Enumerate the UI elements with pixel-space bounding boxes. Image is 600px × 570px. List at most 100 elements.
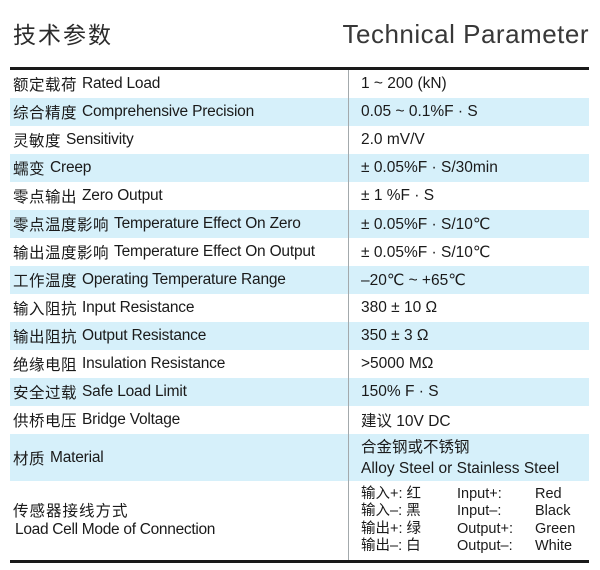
- spec-label-zh: 工作温度: [13, 273, 78, 290]
- spec-label-en: Material: [50, 448, 104, 466]
- spec-label: 综合精度 Comprehensive Precision: [10, 98, 348, 126]
- wire-en-color: Black: [535, 503, 571, 519]
- spec-label: 输出阻抗 Output Resistance: [10, 322, 348, 350]
- wire-color-table: 输入+: 红 Input+: Red 输入–: 黑 Input–: Black …: [361, 486, 575, 556]
- spec-value: 350 ± 3 Ω: [348, 322, 589, 350]
- spec-label: 输出温度影响 Temperature Effect On Output: [10, 238, 348, 266]
- spec-row-operating-temp-range: 工作温度 Operating Temperature Range –20℃ ~ +…: [10, 266, 589, 294]
- spec-value: ± 0.05%F · S/10℃: [348, 210, 589, 238]
- spec-label-zh: 输出温度影响: [13, 245, 110, 262]
- spec-label: 额定载荷 Rated Load: [10, 70, 348, 98]
- wire-en-label: Output–:: [457, 538, 513, 554]
- spec-row-sensitivity: 灵敏度 Sensitivity 2.0 mV/V: [10, 126, 589, 154]
- spec-row-temp-effect-zero: 零点温度影响 Temperature Effect On Zero ± 0.05%…: [10, 210, 589, 238]
- spec-label: 灵敏度 Sensitivity: [10, 126, 348, 154]
- wire-zh: 输出+: 绿: [361, 520, 422, 537]
- spec-value-text: 380 ± 10 Ω: [361, 299, 438, 316]
- wire-zh: 输出–: 白: [361, 538, 421, 554]
- spec-label: 输入阻抗 Input Resistance: [10, 294, 348, 322]
- spec-value: 0.05 ~ 0.1%F · S: [348, 98, 589, 126]
- spec-label-zh: 安全过载: [13, 385, 78, 402]
- spec-row-creep: 蠕变 Creep ± 0.05%F · S/30min: [10, 154, 589, 182]
- spec-label-en: Output Resistance: [82, 327, 207, 344]
- spec-row-comprehensive-precision: 综合精度 Comprehensive Precision 0.05 ~ 0.1%F…: [10, 98, 589, 126]
- spec-row-connection: 传感器接线方式 Load Cell Mode of Connection 输入+…: [10, 481, 589, 560]
- spec-label-en: Temperature Effect On Zero: [114, 215, 301, 232]
- spec-table: 额定载荷 Rated Load 1 ~ 200 (kN) 综合精度 Comprehe…: [10, 67, 589, 563]
- spec-row-safe-load-limit: 安全过载 Safe Load Limit 150% F · S: [10, 378, 589, 406]
- spec-row-material: 材质 Material 合金钢或不锈钢 Alloy Steel or Stainl…: [10, 434, 589, 481]
- spec-row-insulation-resistance: 绝缘电阻 Insulation Resistance >5000 MΩ: [10, 350, 589, 378]
- spec-value: 1 ~ 200 (kN): [348, 70, 589, 98]
- spec-label-zh: 零点输出: [13, 189, 78, 206]
- spec-label-en: Creep: [50, 159, 92, 176]
- spec-label-en: Sensitivity: [66, 131, 134, 148]
- spec-value-text: ± 1 %F · S: [361, 187, 435, 204]
- spec-value: 合金钢或不锈钢 Alloy Steel or Stainless Steel: [348, 434, 589, 481]
- spec-row-bridge-voltage: 供桥电压 Bridge Voltage 建议 10V DC: [10, 406, 589, 434]
- spec-value: ± 0.05%F · S/30min: [348, 154, 589, 182]
- spec-label-zh: 灵敏度: [13, 133, 62, 150]
- spec-value: ± 0.05%F · S/10℃: [348, 238, 589, 266]
- spec-value-text: >5000 MΩ: [361, 355, 434, 372]
- spec-label-en: Safe Load Limit: [82, 383, 187, 400]
- spec-label-en: Bridge Voltage: [82, 411, 181, 428]
- material-value-zh: 合金钢或不锈钢: [361, 438, 470, 456]
- spec-label: 零点温度影响 Temperature Effect On Zero: [10, 210, 348, 238]
- spec-label-zh: 蠕变: [13, 161, 46, 178]
- spec-value-text: 1 ~ 200 (kN): [361, 75, 447, 92]
- spec-row-temp-effect-output: 输出温度影响 Temperature Effect On Output ± 0.0…: [10, 238, 589, 266]
- spec-value-text: –20℃ ~ +65℃: [361, 271, 466, 289]
- spec-row-zero-output: 零点输出 Zero Output ± 1 %F · S: [10, 182, 589, 210]
- spec-row-output-resistance: 输出阻抗 Output Resistance 350 ± 3 Ω: [10, 322, 589, 350]
- spec-label-zh: 输入阻抗: [13, 301, 78, 318]
- connection-label-zh: 传感器接线方式: [13, 502, 129, 520]
- spec-label-zh: 输出阻抗: [13, 329, 78, 346]
- wire-en-label: Input–:: [457, 503, 502, 519]
- spec-label: 供桥电压 Bridge Voltage: [10, 406, 348, 434]
- spec-label: 安全过载 Safe Load Limit: [10, 378, 348, 406]
- wire-zh: 输入+: 红: [361, 485, 422, 502]
- wire-en-color: White: [535, 538, 573, 554]
- spec-value-text: 350 ± 3 Ω: [361, 327, 429, 344]
- spec-label: 传感器接线方式 Load Cell Mode of Connection: [10, 481, 348, 560]
- wire-en-color: Green: [535, 520, 576, 537]
- spec-label: 材质 Material: [10, 434, 348, 481]
- spec-label-en: Input Resistance: [82, 299, 195, 316]
- wire-en-label: Input+:: [457, 485, 502, 502]
- spec-label-zh: 额定载荷: [13, 77, 78, 94]
- spec-label: 蠕变 Creep: [10, 154, 348, 182]
- page-title-en: Technical Parameter: [342, 19, 589, 49]
- spec-row-input-resistance: 输入阻抗 Input Resistance 380 ± 10 Ω: [10, 294, 589, 322]
- spec-label-en: Comprehensive Precision: [82, 103, 255, 120]
- spec-label-en: Insulation Resistance: [82, 355, 226, 372]
- spec-label-zh: 零点温度影响: [13, 217, 110, 234]
- spec-label-en: Operating Temperature Range: [82, 271, 286, 288]
- spec-value: 380 ± 10 Ω: [348, 294, 589, 322]
- spec-value: >5000 MΩ: [348, 350, 589, 378]
- spec-value-text: 150% F · S: [361, 383, 439, 400]
- spec-label: 零点输出 Zero Output: [10, 182, 348, 210]
- spec-row-rated-load: 额定载荷 Rated Load 1 ~ 200 (kN): [10, 70, 589, 98]
- spec-value: ± 1 %F · S: [348, 182, 589, 210]
- spec-value: 输入+: 红 Input+: Red 输入–: 黑 Input–: Black …: [348, 481, 589, 560]
- spec-value-text: ± 0.05%F · S/30min: [361, 159, 498, 176]
- spec-value-text: 建议 10V DC: [361, 413, 451, 430]
- spec-label-zh: 综合精度: [13, 105, 78, 122]
- wire-en-label: Output+:: [457, 520, 514, 537]
- spec-label-zh: 材质: [13, 450, 46, 468]
- spec-label-en: Temperature Effect On Output: [114, 243, 315, 260]
- spec-value-text: 0.05 ~ 0.1%F · S: [361, 103, 478, 120]
- spec-label: 绝缘电阻 Insulation Resistance: [10, 350, 348, 378]
- spec-value: 2.0 mV/V: [348, 126, 589, 154]
- spec-label-en: Zero Output: [82, 187, 163, 204]
- spec-label: 工作温度 Operating Temperature Range: [10, 266, 348, 294]
- spec-label-zh: 供桥电压: [13, 413, 78, 430]
- spec-value: –20℃ ~ +65℃: [348, 266, 589, 294]
- page-header: 技术参数 Technical Parameter: [0, 0, 600, 50]
- wire-zh: 输入–: 黑: [361, 503, 421, 519]
- spec-label-en: Rated Load: [82, 75, 161, 92]
- spec-value: 建议 10V DC: [348, 406, 589, 434]
- spec-value: 150% F · S: [348, 378, 589, 406]
